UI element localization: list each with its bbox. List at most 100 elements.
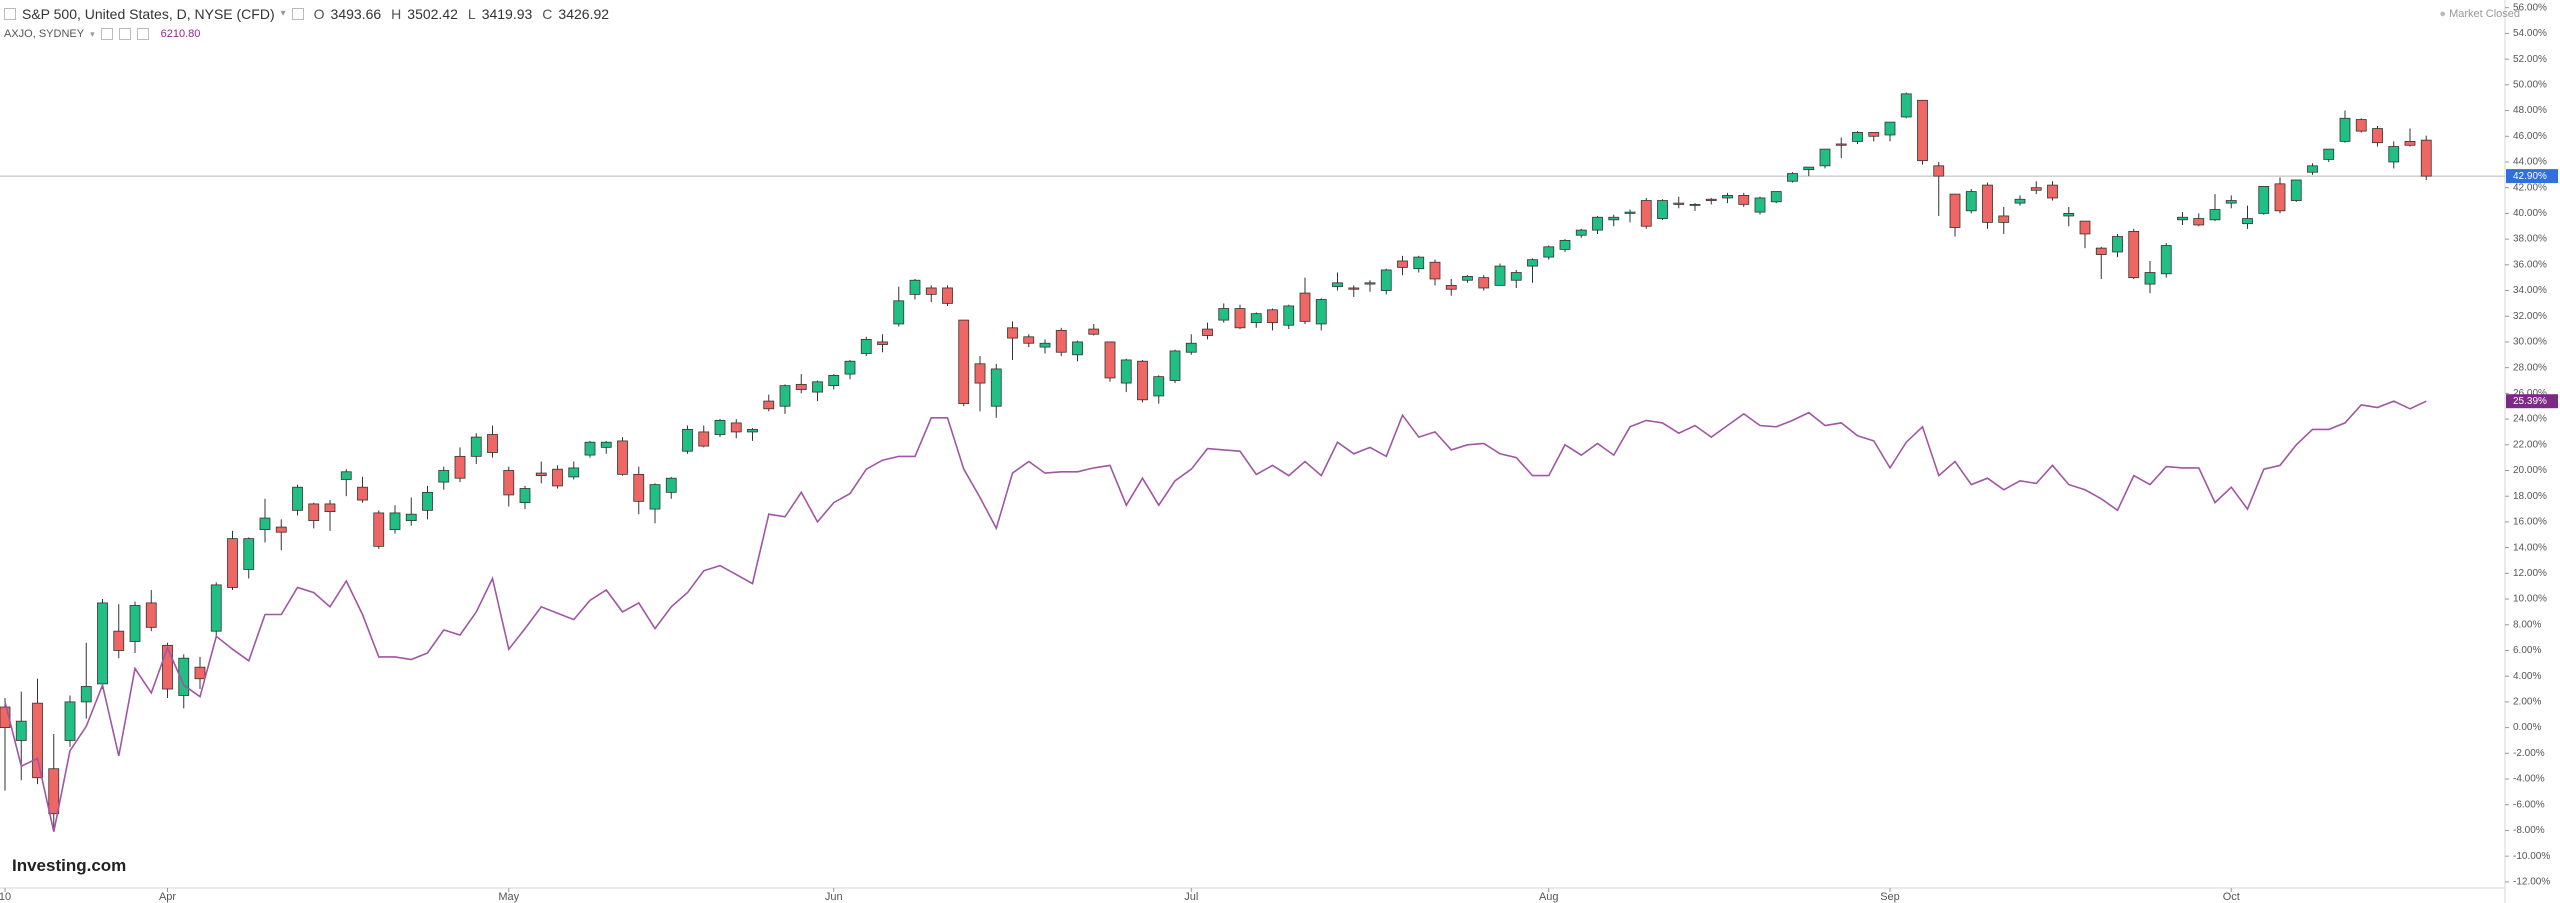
candle-body [2128, 230, 2140, 279]
candle-body [1332, 282, 1343, 288]
candle-body [649, 484, 661, 510]
candle-body [568, 467, 580, 478]
candle-body [340, 471, 352, 480]
candle-body [405, 513, 417, 522]
header: S&P 500, United States, D, NYSE (CFD) ▾ … [4, 4, 609, 44]
candle-body [1884, 121, 1896, 136]
candle-body [1754, 197, 1766, 213]
candle-body [1852, 132, 1863, 142]
candle-body [1998, 215, 2010, 223]
candle-body [665, 477, 677, 493]
candle-body [194, 666, 206, 680]
candle-body [1137, 360, 1148, 401]
compare-symbol[interactable]: AXJO, SYDNEY [4, 28, 85, 40]
market-status: ● Market Closed [2439, 8, 2520, 20]
candle-body [1364, 282, 1376, 285]
candle-body [2047, 184, 2058, 199]
ohlc-values: O 3493.66 H 3502.42 L 3419.93 C 3426.92 [310, 4, 609, 24]
candle-body [2372, 128, 2383, 144]
candle-body [2193, 218, 2205, 226]
candle-body [80, 686, 92, 703]
symbol[interactable]: S&P 500, United States, D, NYSE (CFD) [22, 6, 275, 22]
ohlc-value: 3493.66 [330, 6, 382, 22]
candle-body [357, 486, 368, 501]
candle-body [422, 491, 433, 511]
candle-body [1267, 309, 1278, 324]
candle-body [1949, 193, 1961, 228]
y-tick-label: -12.00% [2513, 876, 2550, 887]
candle-body [1023, 336, 1035, 344]
candle-body [698, 431, 710, 447]
icon[interactable] [291, 8, 304, 20]
logo[interactable]: Investing.com [12, 856, 127, 875]
candle-body [2258, 185, 2270, 214]
candle-body [129, 605, 141, 642]
candle-body [1575, 229, 1587, 236]
value-tag-label: 42.90% [2513, 171, 2547, 182]
caret[interactable]: ▾ [280, 8, 286, 19]
candle-body [1283, 305, 1295, 326]
candle-body [1965, 191, 1977, 212]
candle-body [1559, 239, 1571, 250]
candle-body [1982, 184, 1993, 223]
candle-body [1640, 200, 1652, 227]
candle-body [1007, 327, 1018, 339]
candle-body [2095, 247, 2107, 255]
candle-body [1819, 148, 1831, 167]
candle-body [1933, 165, 1945, 177]
y-tick-label: 16.00% [2513, 517, 2547, 528]
candle-body [1868, 132, 1880, 137]
candle-body [32, 702, 43, 779]
y-tick-label: 26.00% [2513, 388, 2547, 399]
y-tick-label: 56.00% [2513, 2, 2547, 13]
candle-body [2177, 216, 2188, 221]
candle-body [178, 657, 190, 696]
y-tick-label: 20.00% [2513, 465, 2547, 476]
candle-body [2388, 146, 2400, 163]
x-tick-label: Jul [1184, 891, 1198, 903]
candle-body [1429, 261, 1441, 280]
candle-body [1689, 203, 1701, 206]
candle-body [227, 538, 238, 588]
candle-body [2420, 139, 2432, 177]
caret[interactable]: ▾ [90, 29, 95, 39]
candle-body [600, 441, 612, 448]
icon[interactable] [136, 28, 149, 40]
y-tick-label: -10.00% [2513, 851, 2550, 862]
candle-body [1722, 194, 1733, 199]
candle-body [454, 455, 466, 479]
x-tick-label: Jun [825, 891, 843, 903]
candle-body [2274, 183, 2286, 212]
candle-body [1088, 328, 1100, 335]
candle-body [893, 300, 905, 325]
candle-body [2209, 209, 2221, 221]
candle-body [925, 287, 937, 295]
candle-body [1413, 256, 1425, 270]
candle-body [292, 486, 303, 511]
candle-body [1380, 269, 1392, 291]
candle-body [633, 473, 645, 502]
candle-body [1478, 277, 1490, 289]
candle-body [942, 287, 953, 304]
value-tag [2506, 169, 2558, 184]
candle-body [1738, 194, 1750, 205]
y-tick-label: 12.00% [2513, 568, 2547, 579]
candle-body [828, 374, 840, 387]
candle-body [438, 470, 450, 483]
candle-body [1803, 166, 1815, 171]
candle-body [779, 385, 791, 407]
candle-body [2225, 200, 2237, 204]
candle-body [1527, 259, 1538, 267]
y-tick-label: 42.00% [2513, 182, 2547, 193]
icon[interactable] [118, 28, 131, 40]
icon[interactable] [100, 28, 113, 40]
x-tick-label: Apr [159, 891, 176, 903]
ohlc-value: 3419.93 [481, 6, 533, 22]
candle-body [1494, 265, 1506, 286]
candle-body [682, 428, 693, 452]
y-tick-label: 40.00% [2513, 208, 2547, 219]
candle-body [1234, 308, 1246, 329]
y-tick-label: 10.00% [2513, 594, 2547, 605]
